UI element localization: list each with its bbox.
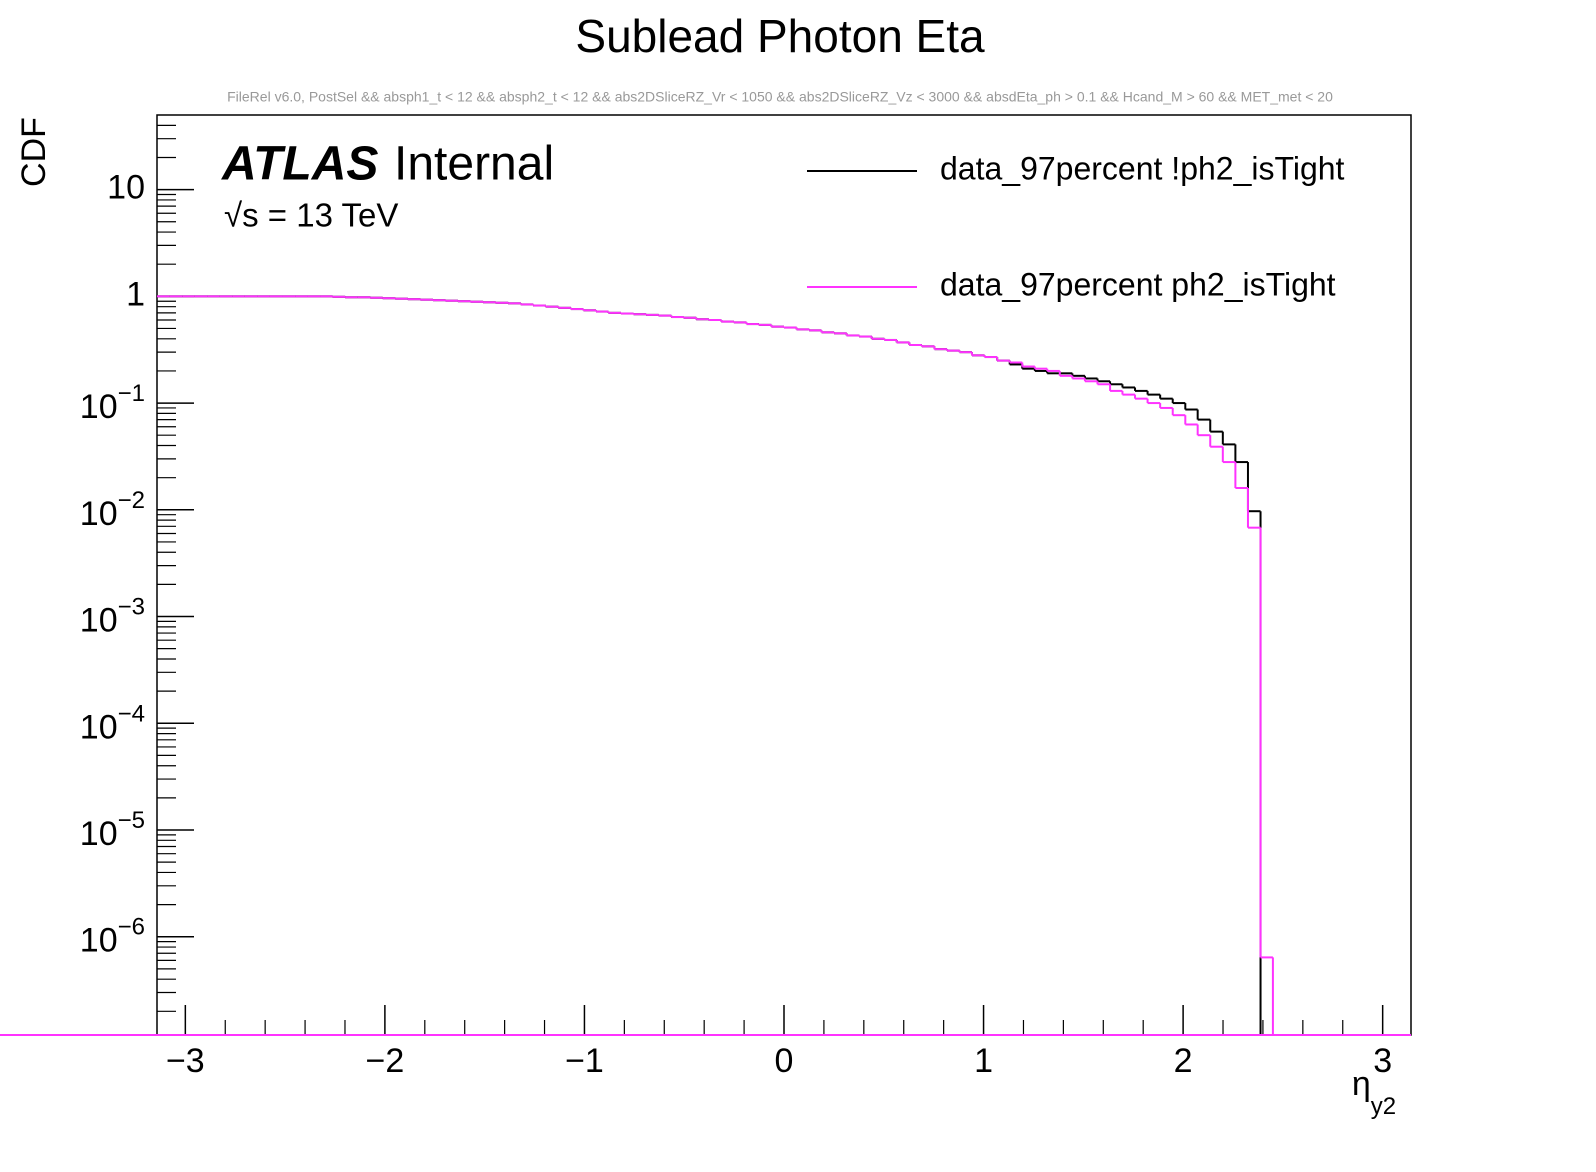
y-tick-exponent: −6	[118, 914, 145, 941]
chart-title: Sublead Photon Eta	[575, 10, 985, 62]
x-tick-label: −2	[366, 1042, 405, 1080]
x-axis-label-sub: y2	[1371, 1093, 1396, 1120]
x-tick-label: 2	[1174, 1042, 1193, 1080]
atlas-label: ATLAS	[221, 138, 378, 191]
y-tick-label: 10−2	[80, 487, 145, 533]
y-tick-label: 10	[107, 169, 145, 207]
y-tick-base: 10	[80, 495, 118, 533]
legend-label: data_97percent ph2_isTight	[940, 266, 1336, 302]
x-axis-label-main: η	[1352, 1065, 1371, 1103]
y-tick-label: 10−3	[80, 594, 145, 640]
internal-label: Internal	[394, 138, 554, 191]
x-tick-label: −3	[166, 1042, 205, 1080]
y-tick-label: 10−1	[80, 380, 145, 426]
y-tick-base: 10	[80, 708, 118, 746]
y-tick-exponent: −1	[118, 380, 145, 407]
y-tick-label: 1	[126, 275, 145, 313]
energy-label: √s = 13 TeV	[224, 197, 398, 234]
y-tick-base: 10	[80, 922, 118, 960]
subtitle: FileRel v6.0, PostSel && absph1_t < 12 &…	[227, 89, 1333, 105]
y-tick-exponent: −2	[118, 487, 145, 514]
x-axis-label: ηy2	[1352, 1065, 1396, 1120]
y-axis-label: CDF	[15, 117, 53, 187]
x-tick-label: 1	[974, 1042, 993, 1080]
y-tick-label: 10−4	[80, 701, 145, 747]
y-tick-exponent: −3	[118, 594, 145, 621]
x-tick-label: 3	[1373, 1042, 1392, 1080]
x-tick-label: −1	[565, 1042, 604, 1080]
legend-label: data_97percent !ph2_isTight	[940, 150, 1345, 186]
x-tick-label: 0	[775, 1042, 794, 1080]
y-tick-label: 10−5	[80, 807, 145, 853]
y-tick-base: 10	[80, 388, 118, 426]
y-tick-base: 10	[80, 815, 118, 853]
y-tick-exponent: −4	[118, 701, 145, 728]
y-tick-label: 10−6	[80, 914, 145, 960]
y-tick-base: 10	[80, 602, 118, 640]
y-tick-exponent: −5	[118, 807, 145, 834]
